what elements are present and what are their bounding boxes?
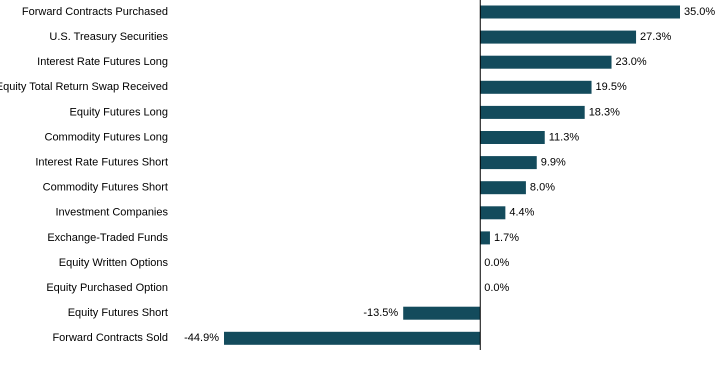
category-label: Interest Rate Futures Long [37,56,168,68]
bar [224,331,481,345]
value-label: 35.0% [684,6,715,18]
category-label: Exchange-Traded Funds [47,232,168,244]
bar [480,80,592,94]
bar [480,156,537,170]
bar [480,55,612,69]
bar [480,181,526,195]
bar [480,206,506,220]
bar [480,231,490,245]
category-label: Commodity Futures Short [43,182,168,194]
category-label: Equity Futures Long [70,106,168,118]
value-label: 19.5% [596,81,627,93]
bar [480,105,585,119]
bar [403,306,481,320]
value-label: 18.3% [589,106,620,118]
category-label: Commodity Futures Long [45,131,169,143]
category-label: Equity Purchased Option [46,282,168,294]
value-label: 9.9% [541,157,566,169]
value-label: 4.4% [509,207,534,219]
value-label: 0.0% [484,257,509,269]
value-label: 0.0% [484,282,509,294]
category-label: U.S. Treasury Securities [49,31,168,43]
category-label: Investment Companies [56,207,169,219]
category-label: Equity Written Options [59,257,169,269]
category-label: Equity Futures Short [68,307,168,319]
value-label: 23.0% [616,56,647,68]
category-label: Interest Rate Futures Short [35,157,168,169]
bar [480,30,637,44]
value-label: 1.7% [494,232,519,244]
value-label: 11.3% [549,131,580,143]
value-label: -44.9% [184,332,219,344]
category-label: Forward Contracts Sold [52,332,168,344]
value-label: 8.0% [530,182,555,194]
value-label: -13.5% [363,307,398,319]
category-label: Forward Contracts Purchased [22,6,168,18]
bar [480,5,680,19]
bar [480,131,545,144]
category-label: Equity Total Return Swap Received [0,81,168,93]
value-label: 27.3% [640,31,671,43]
